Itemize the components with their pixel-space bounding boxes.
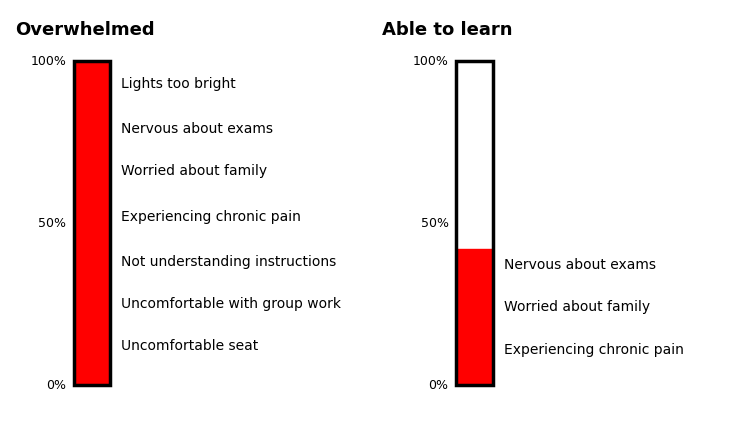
Bar — [456, 61, 493, 385]
Text: 0%: 0% — [46, 379, 66, 392]
Bar — [74, 61, 110, 385]
Text: Nervous about exams: Nervous about exams — [122, 122, 274, 136]
Bar — [74, 61, 110, 385]
Text: Not understanding instructions: Not understanding instructions — [122, 255, 337, 269]
Text: 0%: 0% — [428, 379, 448, 392]
Bar — [456, 249, 493, 385]
Text: 100%: 100% — [413, 54, 448, 68]
Text: Worried about family: Worried about family — [122, 164, 268, 179]
Text: Experiencing chronic pain: Experiencing chronic pain — [122, 210, 302, 224]
Text: 50%: 50% — [38, 216, 66, 230]
Bar — [456, 61, 493, 385]
Text: Uncomfortable seat: Uncomfortable seat — [122, 339, 259, 353]
Text: Overwhelmed: Overwhelmed — [15, 21, 154, 38]
Text: 100%: 100% — [31, 54, 66, 68]
Text: Uncomfortable with group work: Uncomfortable with group work — [122, 297, 341, 311]
Text: Nervous about exams: Nervous about exams — [504, 258, 656, 272]
Text: Experiencing chronic pain: Experiencing chronic pain — [504, 343, 683, 357]
Text: Worried about family: Worried about family — [504, 300, 650, 314]
Text: Lights too bright: Lights too bright — [122, 77, 236, 91]
Text: Able to learn: Able to learn — [382, 21, 513, 38]
Text: 50%: 50% — [421, 216, 448, 230]
